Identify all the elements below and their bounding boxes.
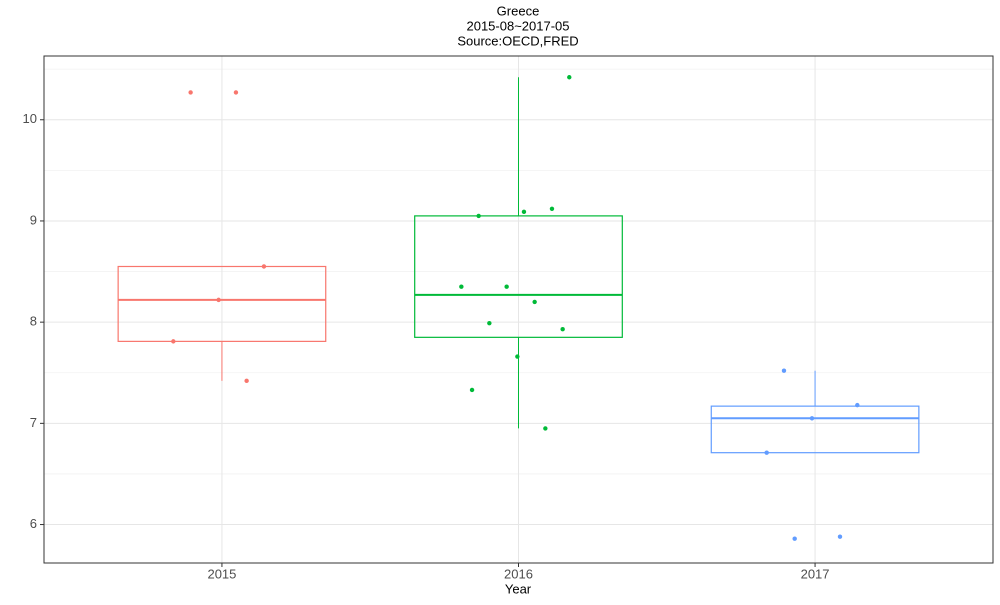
y-tick-label: 6: [30, 516, 37, 531]
point: [216, 297, 221, 303]
point: [244, 378, 249, 384]
point: [855, 402, 860, 408]
point: [809, 416, 815, 421]
point: [567, 75, 572, 80]
point: [521, 209, 527, 215]
y-tick-label: 7: [30, 415, 37, 430]
x-tick-label: 2017: [801, 566, 830, 581]
point: [515, 354, 520, 359]
point: [476, 213, 481, 219]
x-tick-label: 2016: [504, 566, 533, 581]
point: [837, 534, 843, 539]
box: [414, 215, 623, 338]
point: [781, 368, 787, 373]
point: [532, 299, 537, 305]
point: [459, 284, 464, 289]
chart-subtitle: 2015-08~2017-05: [466, 18, 569, 33]
chart-source: Source:OECD,FRED: [457, 33, 578, 48]
x-axis-label: Year: [505, 581, 532, 596]
point: [792, 536, 797, 541]
y-tick-label: 8: [30, 314, 37, 329]
panel-border: [43, 55, 994, 564]
y-tick-label: 9: [30, 212, 37, 227]
y-tick-label: 10: [23, 111, 37, 126]
point: [233, 90, 239, 95]
point: [188, 90, 193, 95]
point: [487, 320, 492, 326]
point: [560, 327, 565, 332]
point: [543, 426, 548, 431]
point: [504, 284, 509, 289]
point: [549, 206, 555, 212]
box: [710, 405, 920, 454]
point: [171, 339, 176, 344]
point: [261, 264, 267, 269]
box: [117, 265, 327, 342]
chart-title: Greece: [497, 3, 540, 18]
point: [469, 387, 475, 393]
x-tick-label: 2015: [207, 566, 236, 581]
point: [764, 450, 769, 455]
